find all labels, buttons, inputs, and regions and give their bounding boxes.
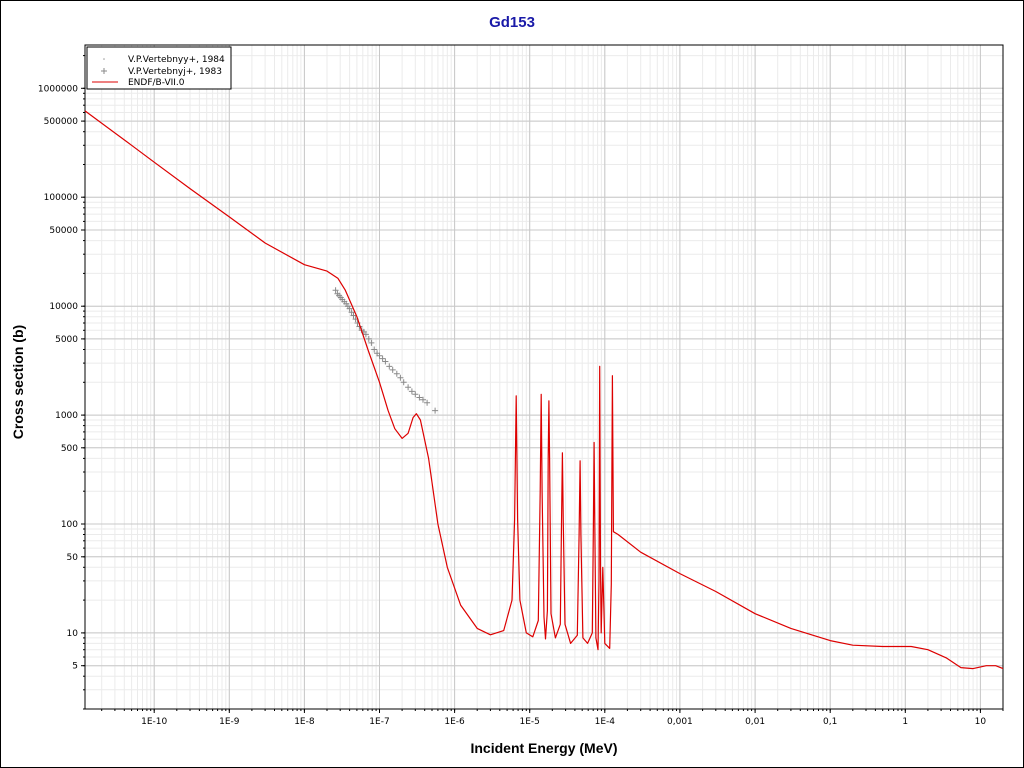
data-point-vertebnyj-1983	[376, 352, 383, 359]
y-tick-label: 100	[61, 520, 78, 530]
data-point-vertebnyj-1983	[379, 355, 386, 362]
data-point-vertebnyj-1983	[346, 305, 353, 312]
y-tick-label: 10	[67, 629, 79, 639]
x-tick-label: 1E-8	[294, 717, 315, 727]
axis-layer: 1E-10 1E-9 1E-8 1E-7 1E-6 1E-5 1E-4 0,001 0,01 0,…	[38, 55, 1004, 727]
chart-title: Gd153	[489, 14, 535, 31]
x-tick-label: 1E-10	[141, 717, 167, 727]
y-tick-label: 500000	[44, 117, 79, 127]
data-point-vertebnyj-1983	[420, 396, 426, 403]
data-point-vertebnyj-1983	[368, 339, 375, 346]
y-tick-label: 500	[61, 444, 78, 454]
data-point-vertebnyj-1983	[348, 309, 355, 316]
x-tick-label: 0,001	[667, 717, 693, 727]
x-tick-label: 1E-5	[520, 717, 540, 727]
legend-label-endf: ENDF/B-VII.0	[128, 78, 185, 88]
y-tick-label: 100000	[44, 193, 79, 203]
y-tick-label: 5000	[55, 335, 78, 345]
legend: V.P.Vertebnyy+, 1984 V.P.Vertebnyj+, 198…	[86, 46, 232, 90]
y-tick-label: 5	[72, 662, 78, 672]
data-point-vertebnyj-1983	[393, 370, 400, 377]
data-point-vertebnyj-1983	[350, 312, 357, 319]
x-tick-label: 0,01	[745, 717, 765, 727]
data-point-vertebnyj-1983	[424, 399, 431, 406]
data-point-vertebnyj-1983	[332, 287, 339, 294]
plot-border	[84, 44, 1004, 710]
legend-marker-vertebnyy-1984	[103, 58, 105, 60]
data-point-vertebnyj-1983	[362, 331, 369, 338]
data-point-vertebnyj-1983	[400, 379, 407, 386]
x-axis-label: Incident Energy (MeV)	[470, 740, 618, 756]
legend-label-vertebnyy-1984: V.P.Vertebnyy+, 1984	[128, 55, 225, 65]
data-point-vertebnyj-1983	[397, 374, 404, 381]
grid-layer	[85, 45, 1004, 710]
series-layer	[84, 110, 1004, 670]
x-tick-label: 1E-7	[369, 717, 389, 727]
data-point-vertebnyj-1983	[432, 407, 439, 414]
y-tick-label: 1000	[55, 411, 78, 421]
data-point-vertebnyj-1983	[416, 394, 423, 401]
series-line-endf-b-vii-0	[84, 110, 1004, 670]
data-point-vertebnyj-1983	[382, 358, 389, 365]
data-point-vertebnyj-1983	[408, 388, 415, 395]
x-tick-label: 1E-6	[444, 717, 465, 727]
y-tick-label: 50	[67, 553, 79, 563]
x-tick-label: 1	[902, 717, 908, 727]
y-tick-label: 50000	[49, 226, 78, 236]
data-point-vertebnyj-1983	[386, 363, 393, 370]
x-tick-label: 1E-4	[595, 717, 616, 727]
x-tick-label: 1E-9	[219, 717, 240, 727]
data-point-vertebnyj-1983	[389, 366, 396, 373]
data-point-vertebnyj-1983	[371, 346, 378, 353]
x-tick-label: 0,1	[823, 717, 837, 727]
y-tick-label: 10000	[49, 302, 78, 312]
data-point-vertebnyj-1983	[405, 384, 412, 391]
data-point-vertebnyj-1983	[412, 391, 419, 398]
x-tick-label: 10	[975, 717, 987, 727]
y-tick-label: 1000000	[38, 84, 78, 94]
legend-label-vertebnyj-1983: V.P.Vertebnyj+, 1983	[128, 67, 222, 77]
legend-marker-vertebnyj-1983	[101, 68, 107, 74]
data-point-vertebnyj-1983	[365, 335, 372, 342]
